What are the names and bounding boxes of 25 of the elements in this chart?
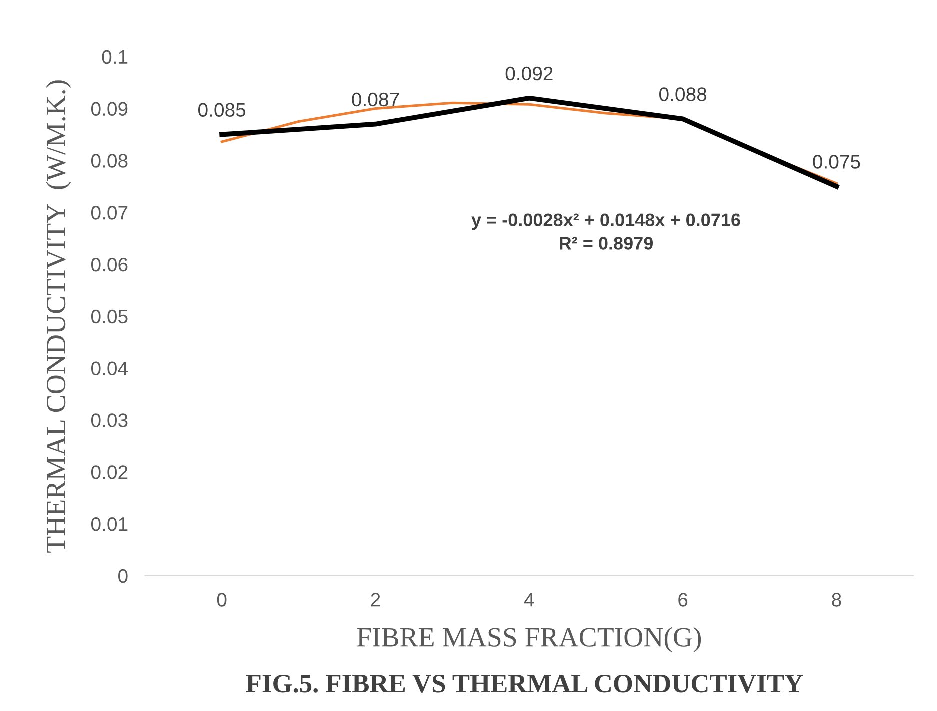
x-axis-title: FIBRE MASS FRACTION(G)	[357, 627, 702, 653]
y-tick-label: 0	[118, 569, 128, 584]
y-tick-label: 0.06	[91, 258, 128, 272]
y-tick-label: 0.05	[91, 310, 128, 324]
x-tick-label: 0	[217, 593, 227, 607]
caption: FIG.5. FIBRE VS THERMAL CONDUCTIVITY	[246, 674, 804, 693]
y-axis-title: THERMAL CONDUCTIVITY (W/M.K.)	[46, 80, 72, 553]
annotation: y = -0.0028x² + 0.0148x + 0.0716 R² = 0.8979	[472, 214, 740, 250]
y-tick-label: 0.1	[102, 50, 128, 64]
data-label: 0.088	[660, 88, 707, 102]
y-tick-label: 0.01	[91, 517, 128, 532]
y-tick-label: 0.04	[91, 362, 128, 376]
x-tick-label: 8	[832, 593, 842, 607]
data-label: 0.085	[198, 103, 246, 117]
data-label: 0.075	[813, 155, 860, 169]
data-label: 0.087	[352, 92, 400, 107]
data-label: 0.092	[506, 66, 553, 81]
y-tick-label: 0.03	[91, 414, 128, 428]
y-tick-label: 0.02	[91, 466, 128, 480]
x-tick-label: 6	[678, 593, 688, 607]
x-tick-label: 4	[524, 593, 534, 607]
y-tick-label: 0.07	[91, 206, 128, 220]
x-tick-label: 2	[371, 593, 380, 607]
y-tick-label: 0.09	[91, 102, 128, 116]
y-tick-label: 0.08	[91, 154, 128, 168]
